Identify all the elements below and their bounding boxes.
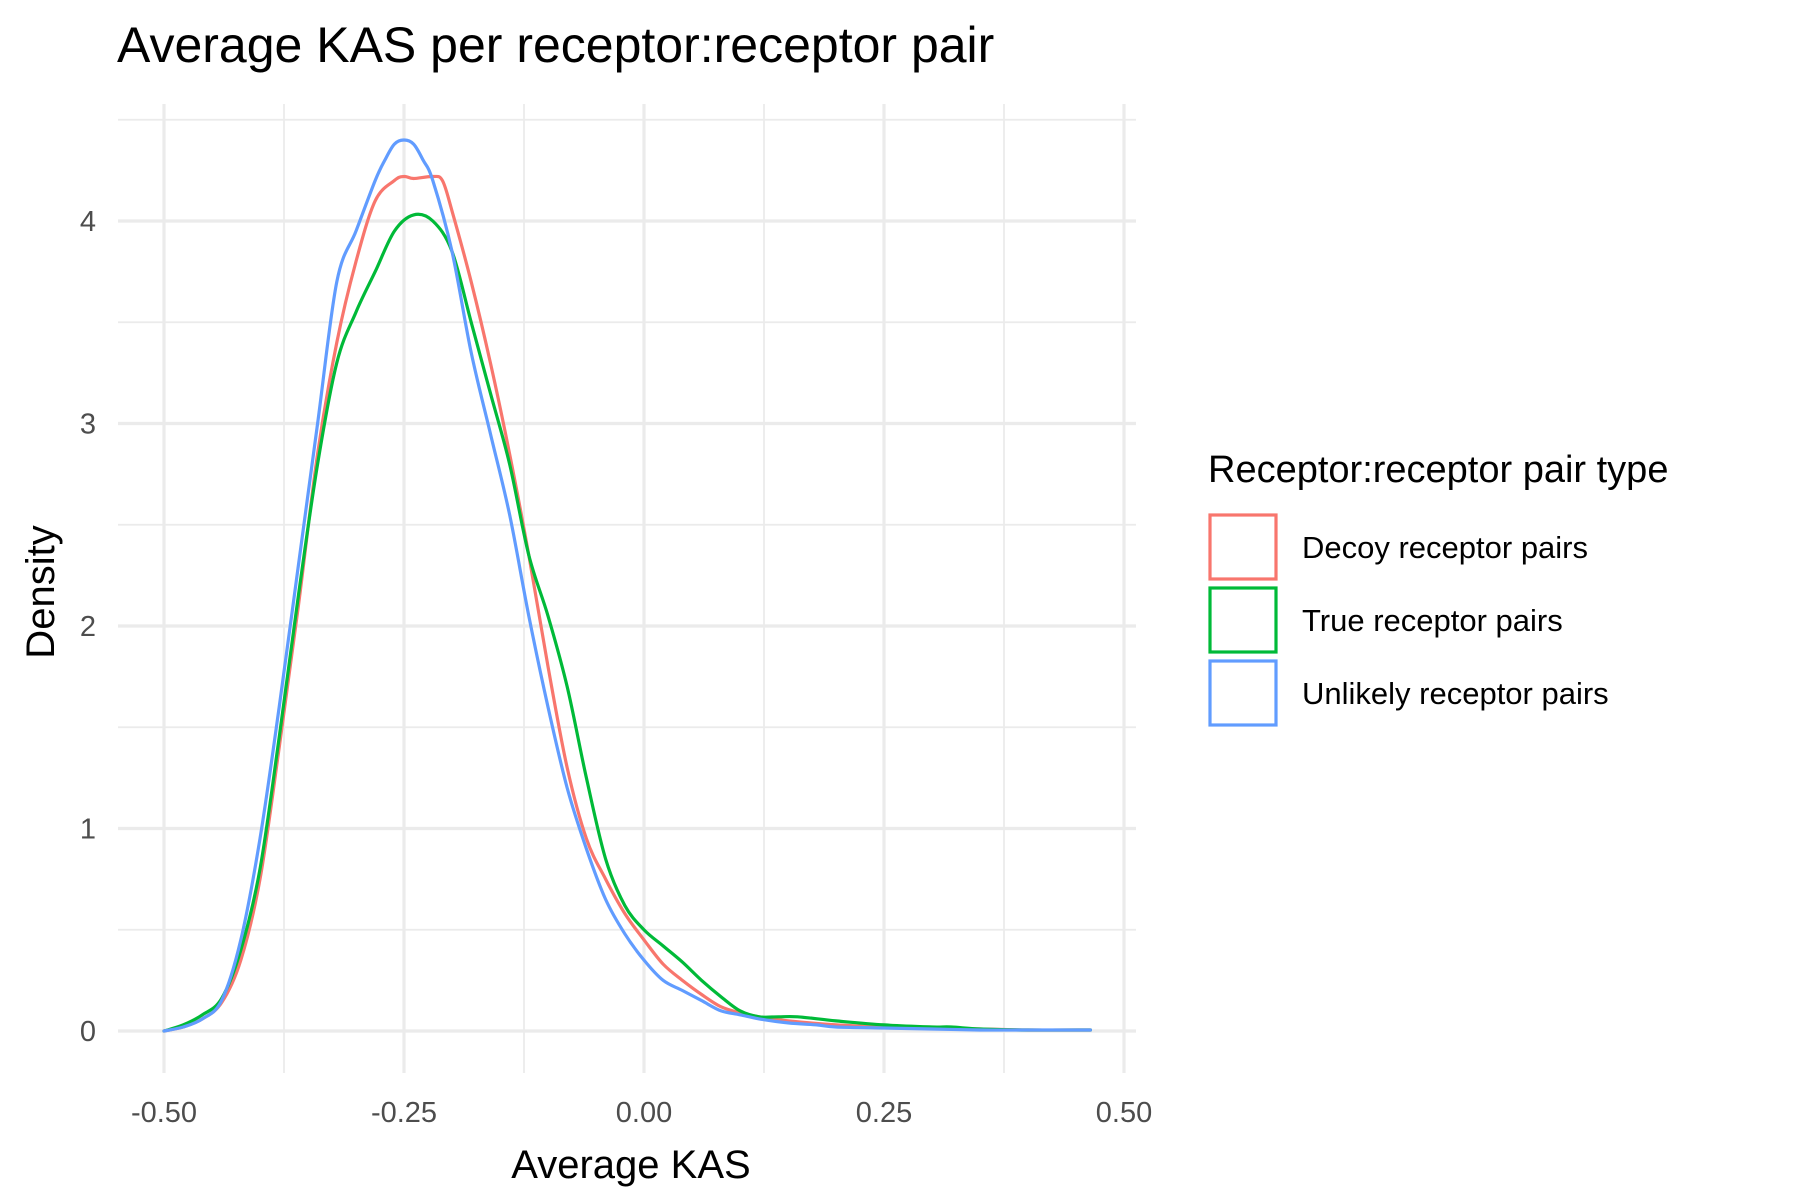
minor-gridlines bbox=[118, 104, 1136, 1073]
y-tick-label: 1 bbox=[80, 814, 96, 846]
x-tick-label: 0.25 bbox=[856, 1097, 912, 1129]
density-line-decoy-receptor-pairs bbox=[162, 174, 1092, 1033]
y-tick-label: 0 bbox=[80, 1016, 96, 1048]
legend-entry-label: True receptor pairs bbox=[1302, 603, 1563, 638]
legend-entry-label: Decoy receptor pairs bbox=[1302, 530, 1588, 565]
y-axis-title: Density bbox=[19, 525, 63, 658]
legend-key-swatch bbox=[1208, 513, 1278, 581]
legend-key-swatch bbox=[1208, 586, 1278, 654]
legend-entries: Decoy receptor pairs True receptor pairs U… bbox=[1208, 513, 1609, 727]
y-tick-label: 3 bbox=[80, 409, 96, 441]
x-tick-label: 0.50 bbox=[1096, 1097, 1152, 1129]
y-tick-label: 2 bbox=[80, 611, 96, 643]
legend-entry-label: Unlikely receptor pairs bbox=[1302, 676, 1609, 711]
y-tick-label: 4 bbox=[80, 206, 96, 238]
legend: Receptor:receptor pair type Decoy recept… bbox=[1208, 449, 1668, 727]
legend-title: Receptor:receptor pair type bbox=[1208, 449, 1668, 491]
density-lines bbox=[162, 138, 1092, 1033]
chart-title: Average KAS per receptor:receptor pair bbox=[117, 17, 994, 73]
density-line-true-receptor-pairs bbox=[162, 212, 1092, 1033]
x-tick-label: 0.00 bbox=[616, 1097, 672, 1129]
major-gridlines bbox=[118, 104, 1136, 1073]
y-axis-ticks: 0 1 2 3 4 bbox=[80, 206, 96, 1048]
density-line-unlikely-receptor-pairs bbox=[162, 138, 1092, 1033]
x-tick-label: -0.50 bbox=[131, 1097, 197, 1129]
x-tick-label: -0.25 bbox=[371, 1097, 437, 1129]
legend-key-swatch bbox=[1208, 659, 1278, 727]
x-axis-title: Average KAS bbox=[511, 1143, 750, 1187]
x-axis-ticks: -0.50 -0.25 0.00 0.25 0.50 bbox=[131, 1097, 1152, 1129]
